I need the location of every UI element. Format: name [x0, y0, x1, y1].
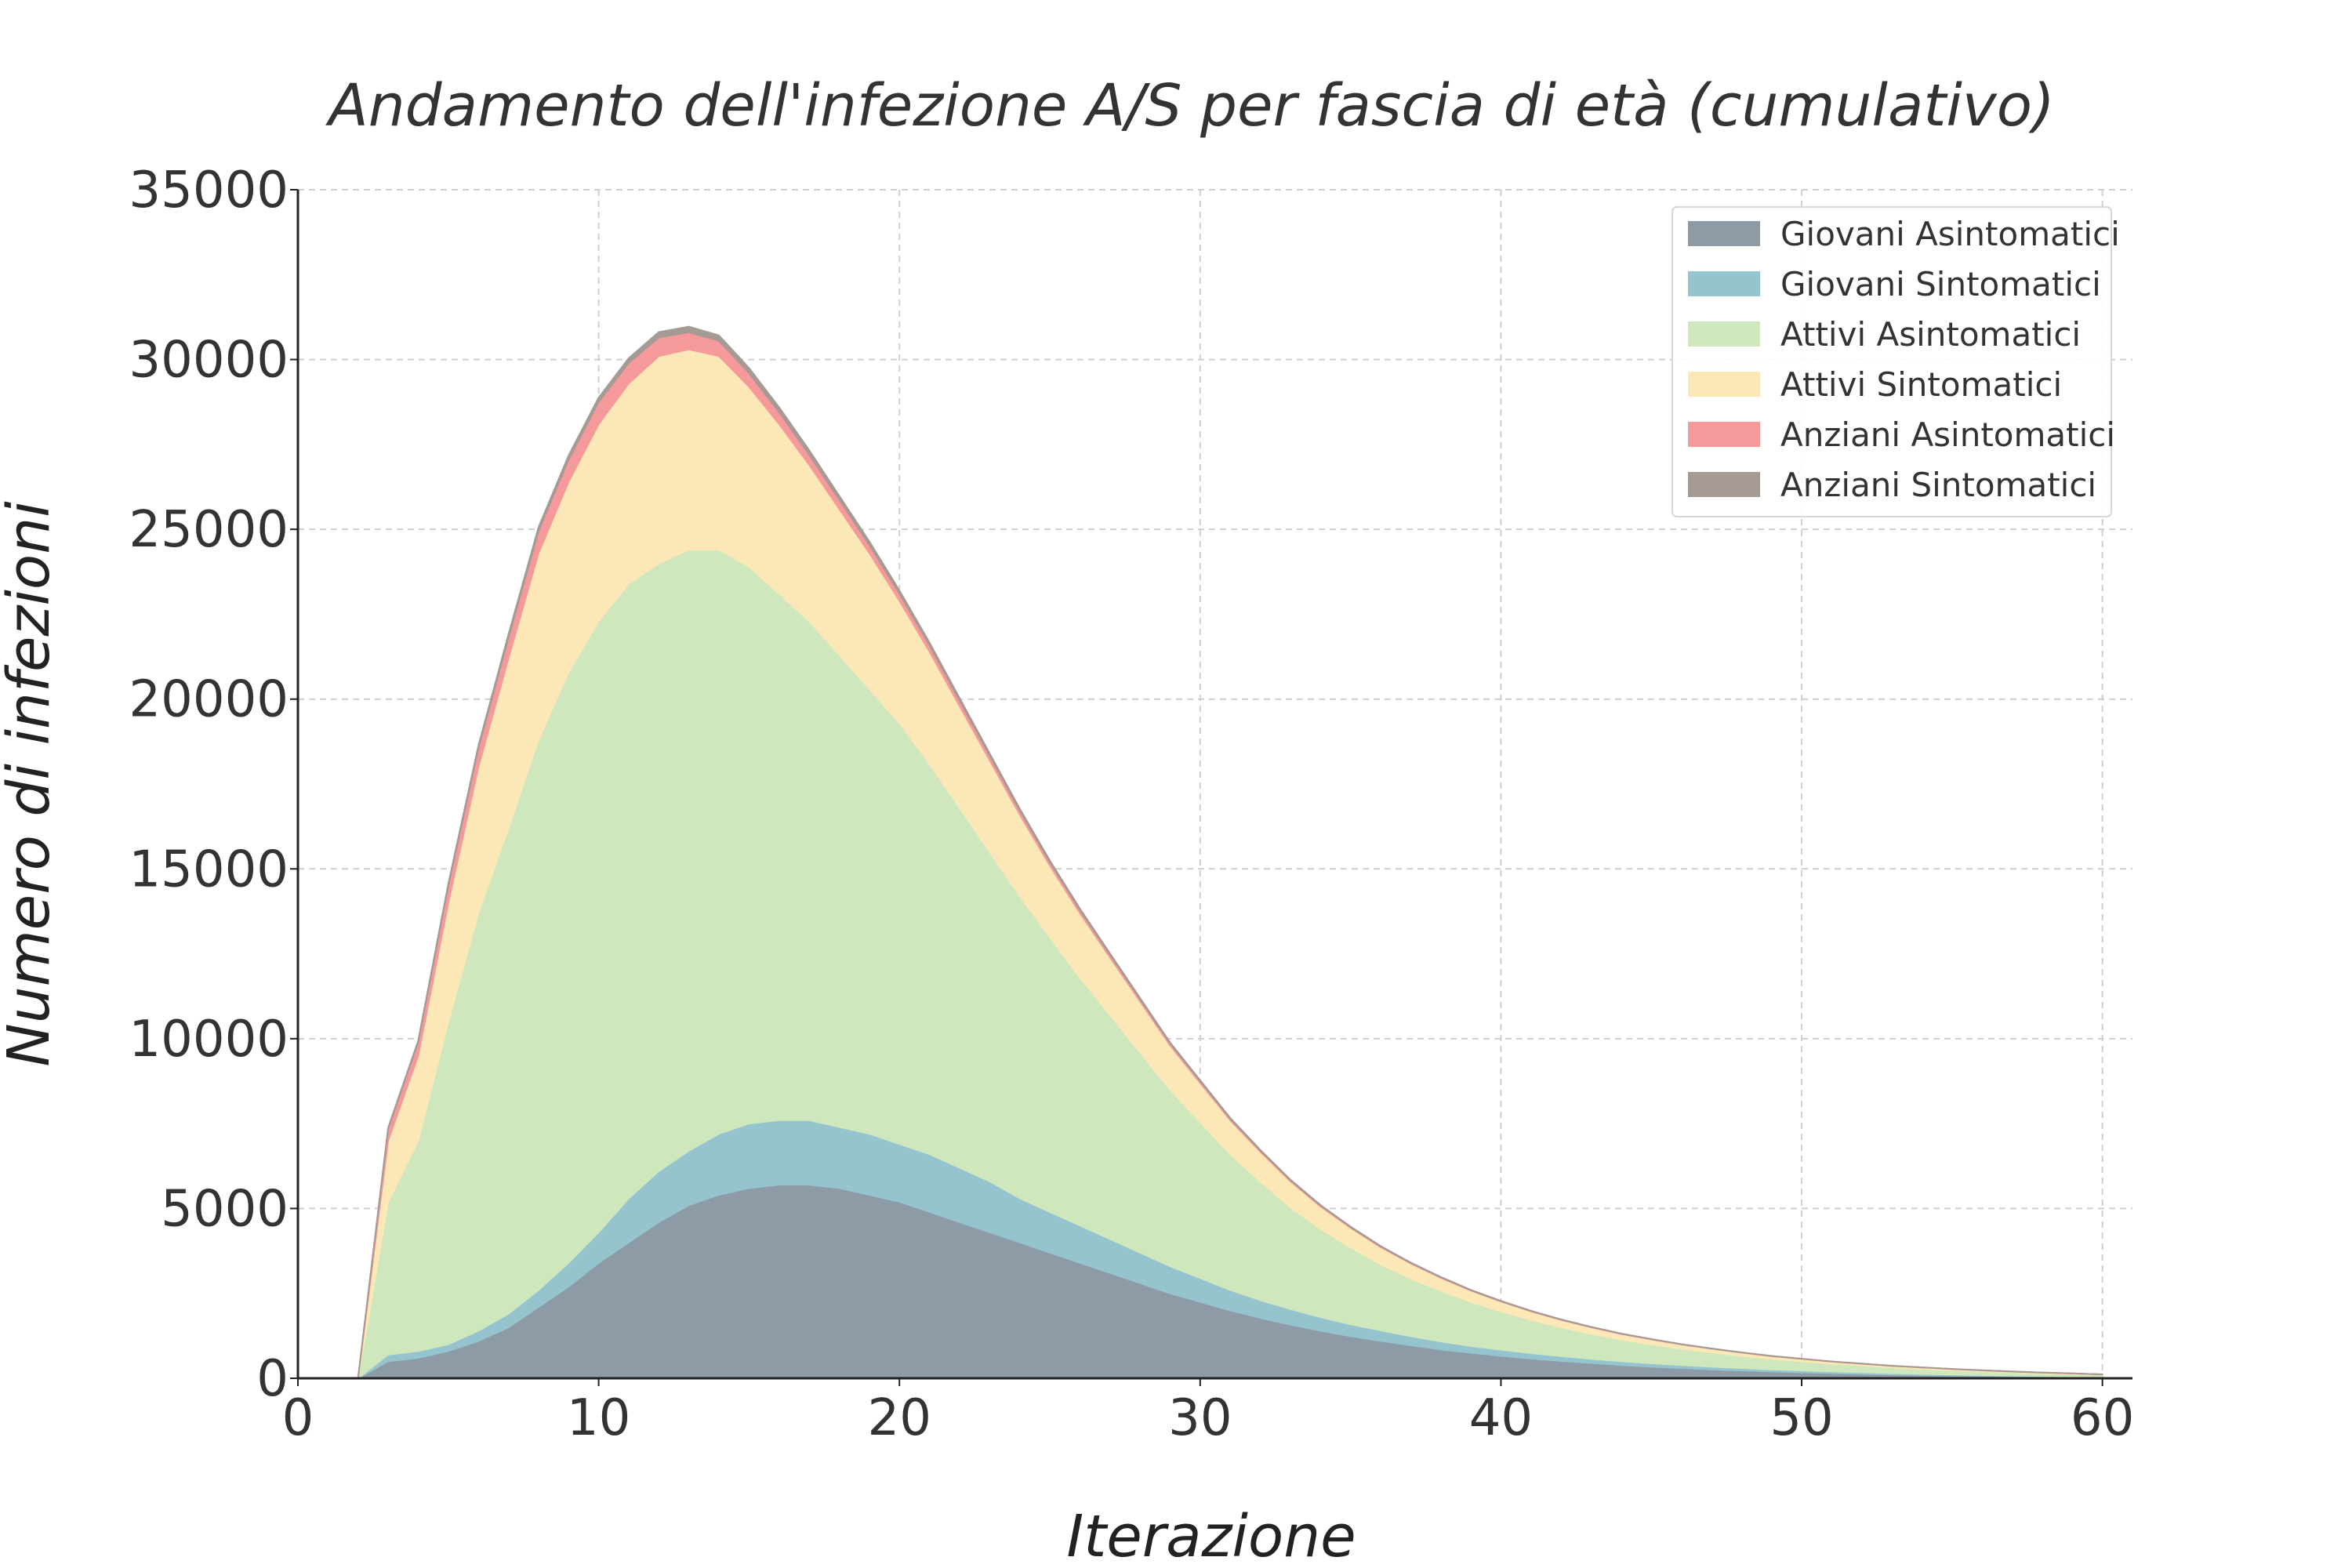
y-tick-label: 0	[256, 1350, 289, 1408]
legend-swatch	[1688, 372, 1760, 397]
legend-label: Giovani Sintomatici	[1780, 265, 2101, 303]
y-tick-label: 10000	[129, 1011, 289, 1069]
legend: Giovani Asintomatici Giovani Sintomatici A…	[1671, 206, 2120, 517]
legend-box	[1671, 206, 2112, 517]
legend-swatch	[1688, 271, 1760, 296]
axes	[296, 190, 2132, 1380]
x-tick-label: 60	[2071, 1389, 2134, 1447]
chart-title: Andamento dell'infezione A/S per fascia …	[325, 72, 2055, 140]
area-series-6	[357, 325, 2103, 1379]
legend-swatch	[1688, 321, 1760, 347]
y-tick-label: 35000	[129, 162, 289, 220]
x-tick-label: 10	[567, 1389, 630, 1447]
x-tick-label: 0	[282, 1389, 314, 1447]
legend-label: Anziani Sintomatici	[1780, 466, 2096, 504]
legend-label: Attivi Sintomatici	[1780, 365, 2062, 404]
x-tick-label: 20	[867, 1389, 931, 1447]
legend-swatch	[1688, 422, 1760, 447]
legend-label: Giovani Asintomatici	[1780, 215, 2120, 253]
legend-label: Attivi Asintomatici	[1780, 315, 2081, 354]
x-axis-label: Iterazione	[1066, 1503, 1356, 1568]
y-tick-label: 20000	[129, 671, 289, 729]
x-tick-label: 50	[1769, 1389, 1833, 1447]
y-tick-label: 5000	[161, 1180, 289, 1238]
y-tick-label: 15000	[129, 840, 289, 898]
tick-labels: 0 10 20 30 40 50 60 0 5000 10000 15000 20000 25000 30…	[129, 162, 2134, 1447]
x-tick-label: 30	[1168, 1389, 1232, 1447]
legend-label: Anziani Asintomatici	[1780, 416, 2115, 454]
y-tick-label: 30000	[129, 332, 289, 390]
y-tick-label: 25000	[129, 501, 289, 559]
legend-swatch	[1688, 472, 1760, 497]
y-axis-label: Numero di infezioni	[0, 501, 63, 1067]
x-tick-label: 40	[1469, 1389, 1533, 1447]
legend-swatch	[1688, 221, 1760, 246]
